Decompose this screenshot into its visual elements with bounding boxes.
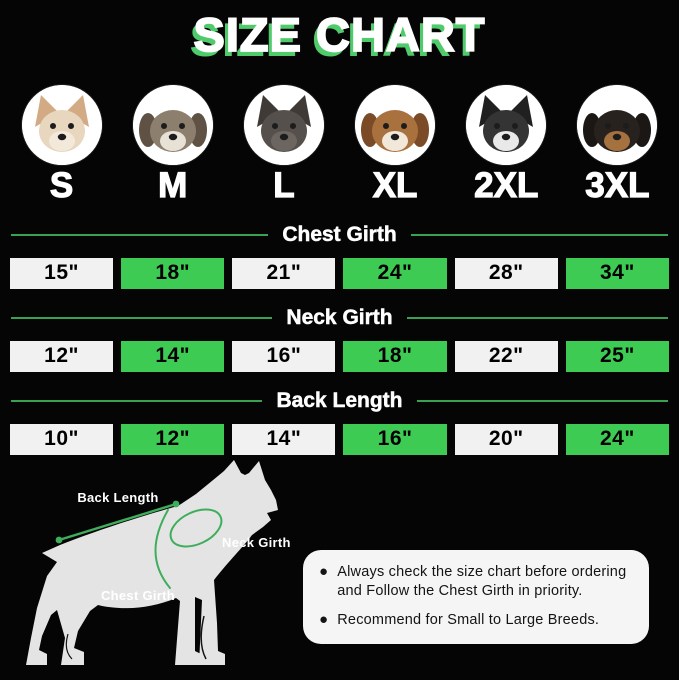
heading-rule-right <box>416 399 668 402</box>
doberman-face-illustration <box>577 85 658 166</box>
size-labels-row: S M L XL 2XL 3XL <box>0 166 679 206</box>
heading-rule-right <box>406 316 669 319</box>
chest-girth-value-3xl: 34" <box>565 257 669 289</box>
border-collie-dog-photo <box>466 85 547 166</box>
back-length-endpoint-dot <box>172 500 180 508</box>
neck-girth-value-2xl: 22" <box>454 340 558 372</box>
heading-rule-right <box>410 233 668 236</box>
note-text: Always check the size chart before order… <box>337 563 627 599</box>
heading-rule-left <box>11 399 263 402</box>
neck-girth-diagram-label: Neck Girth <box>222 535 291 550</box>
chest-girth-measure-arc <box>154 508 171 589</box>
chest-girth-value-xl: 24" <box>343 257 447 289</box>
heading-rule-left <box>11 316 273 319</box>
chest-girth-diagram-label: Chest Girth <box>101 588 175 603</box>
note-text: Recommend for Small to Large Breeds. <box>337 612 600 629</box>
note-item: ● Recommend for Small to Large Breeds. <box>319 611 633 630</box>
measurement-sections: Chest Girth 15" 18" 21" 24" 28" 34" Neck Girth 1… <box>0 223 679 455</box>
size-label-l: L <box>273 166 296 206</box>
section-heading-label: Chest Girth <box>282 222 397 247</box>
chihuahua-face-illustration <box>21 85 102 166</box>
back-length-measure-line <box>58 502 177 541</box>
chihuahua-dog-photo <box>21 85 102 166</box>
neck-girth-value-l: 16" <box>232 340 336 372</box>
neck-girth-measure-ellipse <box>169 508 223 548</box>
bullet-icon: ● <box>319 611 329 629</box>
neck-girth-value-s: 12" <box>10 340 114 372</box>
breed-photos-row <box>0 85 679 166</box>
back-length-value-xl: 16" <box>343 423 447 455</box>
neck-girth-section-heading: Neck Girth <box>0 306 679 330</box>
back-length-value-s: 10" <box>10 423 114 455</box>
section-heading-label: Neck Girth <box>286 305 393 330</box>
back-length-section-heading: Back Length <box>0 389 679 413</box>
breed-photo-cell <box>566 85 669 166</box>
back-length-values-row: 10" 12" 14" 16" 20" 24" <box>0 423 679 455</box>
beagle-dog-photo <box>355 85 436 166</box>
chest-girth-section-heading: Chest Girth <box>0 223 679 247</box>
size-label-2xl: 2XL <box>474 166 539 206</box>
size-label-3xl: 3XL <box>585 166 650 206</box>
neck-girth-value-3xl: 25" <box>565 340 669 372</box>
breed-photo-cell <box>232 85 335 166</box>
rear-leg-crease <box>65 633 73 660</box>
breed-photo-cell <box>121 85 224 166</box>
breed-photo-cell <box>455 85 558 166</box>
size-label-s: S <box>49 166 74 206</box>
shih-tzu-face-illustration <box>132 85 213 166</box>
heading-rule-left <box>11 233 269 236</box>
page-title: SIZE CHART <box>193 8 486 61</box>
chest-girth-values-row: 15" 18" 21" 24" 28" 34" <box>0 257 679 289</box>
dog-measurement-diagram: Back Length Neck Girth Chest Girth <box>26 459 291 665</box>
size-label-m: M <box>158 166 188 206</box>
back-length-diagram-label: Back Length <box>77 490 158 505</box>
notes-box: ● Always check the size chart before orde… <box>303 549 649 645</box>
back-length-endpoint-dot <box>55 536 63 544</box>
neck-girth-values-row: 12" 14" 16" 18" 22" 25" <box>0 340 679 372</box>
breed-photo-cell <box>10 85 113 166</box>
neck-girth-value-m: 14" <box>121 340 225 372</box>
back-length-value-m: 12" <box>121 423 225 455</box>
front-leg-crease <box>200 615 207 660</box>
french-bulldog-face-illustration <box>243 85 324 166</box>
chest-girth-value-m: 18" <box>121 257 225 289</box>
chest-girth-value-l: 21" <box>232 257 336 289</box>
breed-photo-cell <box>343 85 446 166</box>
section-heading-label: Back Length <box>276 388 403 413</box>
neck-girth-value-xl: 18" <box>343 340 447 372</box>
french-bulldog-dog-photo <box>243 85 324 166</box>
bullet-icon: ● <box>319 562 329 580</box>
back-length-value-l: 14" <box>232 423 336 455</box>
note-item: ● Always check the size chart before orde… <box>319 563 633 601</box>
doberman-dog-photo <box>577 85 658 166</box>
back-length-value-3xl: 24" <box>565 423 669 455</box>
size-label-xl: XL <box>372 166 418 206</box>
chest-girth-value-s: 15" <box>10 257 114 289</box>
beagle-face-illustration <box>355 85 436 166</box>
border-collie-face-illustration <box>466 85 547 166</box>
chest-girth-value-2xl: 28" <box>454 257 558 289</box>
shih-tzu-dog-photo <box>132 85 213 166</box>
bottom-area: Back Length Neck Girth Chest Girth ● Alwa… <box>0 458 679 680</box>
back-length-value-2xl: 20" <box>454 423 558 455</box>
